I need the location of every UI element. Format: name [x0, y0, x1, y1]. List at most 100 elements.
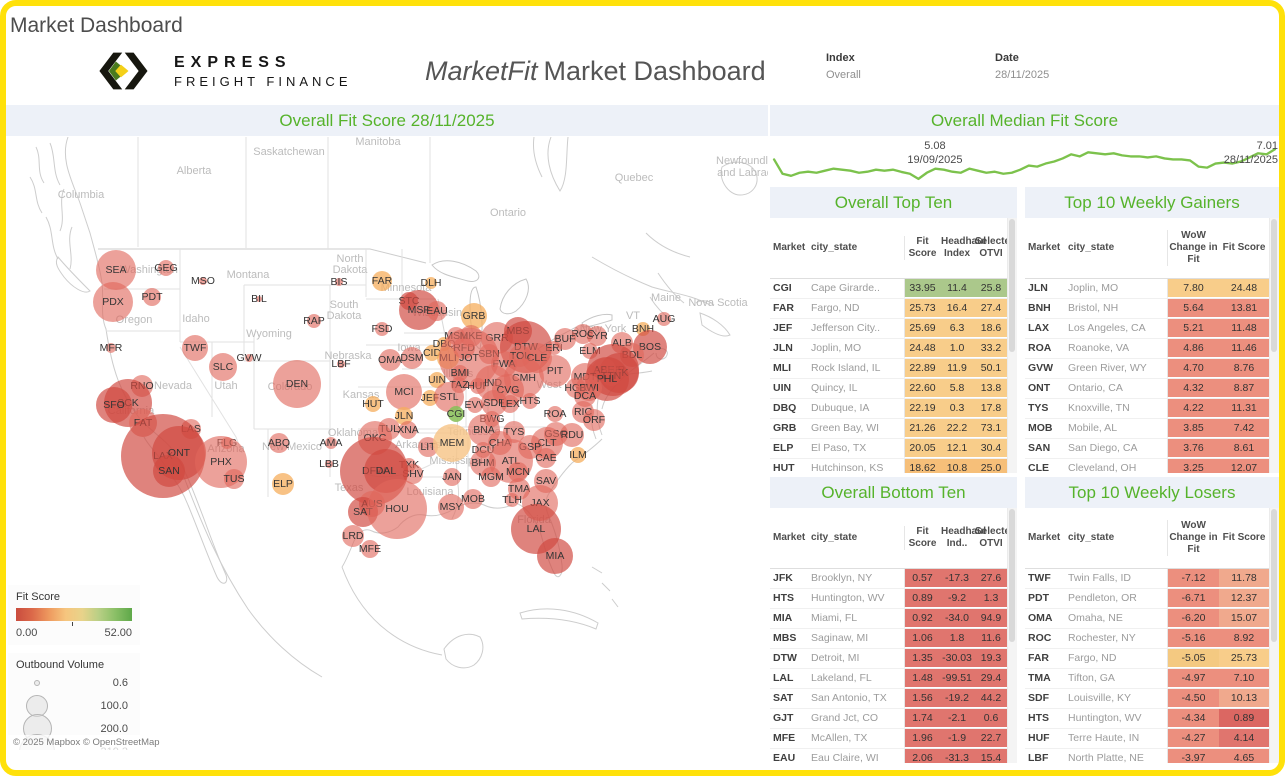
map-marker-DLH[interactable]: DLH [420, 277, 442, 289]
map-marker-HOU[interactable]: HOU [367, 479, 427, 539]
column-header[interactable]: city_state [1068, 532, 1115, 543]
map-marker-JLN[interactable]: JLN [395, 407, 413, 425]
map-marker-TUS[interactable]: TUS [224, 469, 245, 489]
table-row[interactable]: DBQ Dubuque, IA 22.19 0.3 17.8 [770, 399, 1017, 419]
map-marker-CID[interactable]: CID [423, 345, 441, 361]
table-row[interactable]: TMA Tifton, GA -4.97 7.10 [1025, 669, 1279, 689]
table-row[interactable]: FAR Fargo, ND 25.73 16.4 27.4 [770, 299, 1017, 319]
column-header[interactable]: Fit Score [904, 526, 940, 550]
table-row[interactable]: DTW Detroit, MI 1.35 -30.03 19.3 [770, 649, 1017, 669]
map-marker-MGM[interactable]: MGM [478, 467, 504, 487]
map-marker-LAL[interactable]: LAL [511, 504, 561, 554]
table-row[interactable]: HUT Hutchinson, KS 18.62 10.8 25.0 [770, 459, 1017, 473]
column-header[interactable]: city_state [811, 242, 858, 253]
column-header[interactable]: Market [1028, 532, 1061, 543]
index-filter[interactable]: Index Overall [826, 52, 861, 81]
median-fit-sparkline[interactable]: 5.08 19/09/2025 7.01 28/11/2025 [770, 138, 1279, 185]
map-marker-LRD[interactable]: LRD [342, 525, 364, 547]
table-row[interactable]: OMA Omaha, NE -6.20 15.07 [1025, 609, 1279, 629]
table-row[interactable]: UIN Quincy, IL 22.60 5.8 13.8 [770, 379, 1017, 399]
column-header[interactable]: Headhaul Ind.. [941, 526, 987, 549]
table-row[interactable]: HTS Huntington, WV 0.89 -9.2 1.3 [770, 589, 1017, 609]
overall-bottom-ten-table[interactable]: Market city_state Fit Score Headhaul Ind.. S… [770, 508, 1017, 763]
map-marker-LEX[interactable]: LEX [500, 395, 520, 413]
column-header[interactable]: Fit Score [1222, 532, 1266, 543]
column-header[interactable]: Market [1028, 242, 1061, 253]
table-row[interactable]: LBF North Platte, NE -3.97 4.65 [1025, 749, 1279, 763]
map-marker-CAE[interactable]: CAE [535, 448, 557, 468]
map-marker-JOT[interactable]: JOT [439, 328, 499, 388]
table-row[interactable]: HTS Huntington, WV -4.34 0.89 [1025, 709, 1279, 729]
column-header[interactable]: Market [773, 242, 806, 253]
map-marker-DSM[interactable]: DSM [400, 347, 424, 369]
table-row[interactable]: SAN San Diego, CA 3.76 8.61 [1025, 439, 1279, 459]
scrollbar[interactable] [1007, 218, 1017, 473]
column-header[interactable]: Fit Score [1222, 242, 1266, 253]
map-marker-SLC[interactable]: SLC [209, 353, 237, 381]
table-row[interactable]: CLE Cleveland, OH 3.25 12.07 [1025, 459, 1279, 473]
map-marker-GEG[interactable]: GEG [154, 260, 178, 276]
map-marker-EVV[interactable]: EVV [464, 397, 486, 413]
map-marker-MOB[interactable]: MOB [461, 489, 485, 509]
scrollbar[interactable] [1007, 508, 1017, 763]
table-row[interactable]: SDF Louisville, KY -4.50 10.13 [1025, 689, 1279, 709]
map-marker-TLH[interactable]: TLH [502, 493, 522, 507]
map-marker-LBB[interactable]: LBB [319, 458, 339, 470]
index-value[interactable]: Overall [826, 69, 861, 81]
map-marker-PDT[interactable]: PDT [142, 288, 163, 306]
table-row[interactable]: FAR Fargo, ND -5.05 25.73 [1025, 649, 1279, 669]
map-marker-FAR[interactable]: FAR [372, 271, 392, 291]
table-row[interactable]: SAT San Antonio, TX 1.56 -19.2 44.2 [770, 689, 1017, 709]
table-row[interactable]: ELP El Paso, TX 20.05 12.1 30.4 [770, 439, 1017, 459]
scrollbar[interactable] [1269, 508, 1279, 763]
table-row[interactable]: ROA Roanoke, VA 4.86 11.46 [1025, 339, 1279, 359]
table-row[interactable]: LAX Los Angeles, CA 5.21 11.48 [1025, 319, 1279, 339]
map-marker-TWF[interactable]: TWF [182, 335, 208, 361]
table-row[interactable]: HUF Terre Haute, IN -4.27 4.14 [1025, 729, 1279, 749]
map-marker-MCI[interactable]: MCI [386, 374, 422, 410]
map-marker-SAN[interactable]: SAN [153, 455, 185, 487]
map-marker-RAP[interactable]: RAP [303, 314, 325, 328]
map-marker-PIT[interactable]: PIT [539, 355, 571, 387]
map-marker-RDU[interactable]: RDU [560, 423, 584, 447]
table-row[interactable]: BNH Bristol, NH 5.64 13.81 [1025, 299, 1279, 319]
map-marker-DEN[interactable]: DEN [273, 360, 321, 408]
column-header[interactable]: Fit Score [904, 236, 940, 260]
table-row[interactable]: TYS Knoxville, TN 4.22 11.31 [1025, 399, 1279, 419]
table-row[interactable]: ONT Ontario, CA 4.32 8.87 [1025, 379, 1279, 399]
table-row[interactable]: JLN Joplin, MO 7.80 24.48 [1025, 279, 1279, 299]
map-marker-XNA[interactable]: XNA [397, 421, 419, 439]
weekly-losers-table[interactable]: Market city_state WoW Change in Fit Fit Sco… [1025, 508, 1279, 763]
map-marker-MSO[interactable]: MSO [191, 275, 215, 287]
map-marker-BIL[interactable]: BIL [251, 293, 267, 305]
column-header[interactable]: WoW Change in Fit [1167, 230, 1219, 266]
scrollbar-thumb[interactable] [1271, 219, 1277, 352]
table-row[interactable]: EAU Eau Claire, WI 2.06 -31.3 15.4 [770, 749, 1017, 763]
map-marker-MFE[interactable]: MFE [359, 540, 381, 558]
map-marker-GRB[interactable]: GRB [461, 303, 487, 329]
table-row[interactable]: MFE McAllen, TX 1.96 -1.9 22.7 [770, 729, 1017, 749]
map-marker-MSY[interactable]: MSY [438, 494, 464, 520]
table-row[interactable]: LAL Lakeland, FL 1.48 -99.51 29.4 [770, 669, 1017, 689]
map-marker-MEM[interactable]: MEM [433, 424, 471, 462]
map-marker-OMA[interactable]: OMA [378, 349, 402, 371]
map-attribution[interactable]: © 2025 Mapbox © OpenStreetMap [6, 735, 167, 750]
scrollbar[interactable] [1269, 218, 1279, 473]
map-marker-MCN[interactable]: MCN [506, 462, 530, 482]
map-marker-FSD[interactable]: FSD [372, 322, 393, 336]
column-header[interactable]: Market [773, 532, 806, 543]
map-marker-SFO[interactable]: SFO [96, 387, 132, 423]
map-marker-EAU[interactable]: EAU [426, 301, 448, 321]
scrollbar-thumb[interactable] [1009, 219, 1015, 352]
table-row[interactable]: GJT Grand Jct, CO 1.74 -2.1 0.6 [770, 709, 1017, 729]
scrollbar-thumb[interactable] [1271, 509, 1277, 642]
map-marker-ELP[interactable]: ELP [272, 473, 294, 495]
map-marker-BUF[interactable]: BUF [554, 328, 576, 350]
fit-score-map[interactable]: Columbia Alberta Saskatchewan Manitoba Ontar… [6, 137, 768, 750]
map-marker-AMA[interactable]: AMA [320, 437, 342, 449]
column-header[interactable]: Headhaul Index [941, 236, 987, 259]
map-marker-GVW[interactable]: GVW [236, 352, 261, 364]
column-header[interactable]: Selected OTVI [975, 236, 1017, 259]
table-row[interactable]: GRB Green Bay, WI 21.26 22.2 73.1 [770, 419, 1017, 439]
map-marker-LBF[interactable]: LBF [331, 358, 350, 370]
